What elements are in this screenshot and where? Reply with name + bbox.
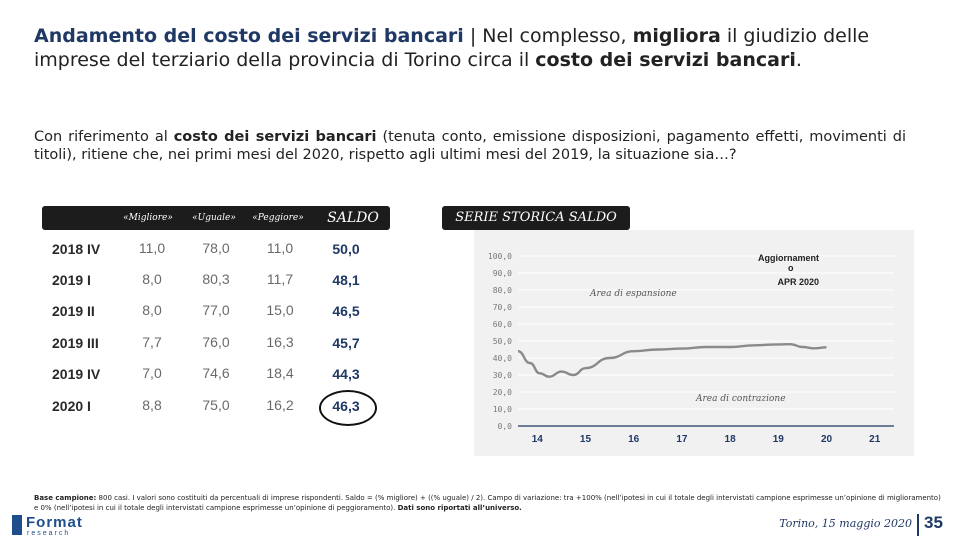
title-end: . xyxy=(795,49,802,71)
cell-migliore: 8,0 xyxy=(142,271,162,287)
footnote-end: Dati sono riportati all’universo. xyxy=(397,504,522,512)
row-period: 2019 II xyxy=(52,303,95,319)
y-tick-label: 60,0 xyxy=(493,320,512,329)
cell-saldo: 48,1 xyxy=(332,272,360,288)
y-tick-label: 50,0 xyxy=(493,337,512,346)
x-tick-label: 17 xyxy=(676,434,688,445)
row-period: 2020 I xyxy=(52,398,91,414)
cell-peggiore: 18,4 xyxy=(266,365,294,381)
title-emph-2: costo dei servizi bancari xyxy=(535,49,796,71)
question-post: (tenuta conto, emissione disposizioni, p… xyxy=(34,129,906,163)
chart-panel xyxy=(474,230,914,456)
cell-migliore: 11,0 xyxy=(138,240,166,256)
cell-peggiore: 11,0 xyxy=(266,240,294,256)
row-period: 2019 I xyxy=(52,272,91,288)
y-tick-label: 80,0 xyxy=(493,286,512,295)
cell-peggiore: 15,0 xyxy=(266,302,294,318)
title-middle: il giudizio delle imprese del terziario … xyxy=(34,25,870,71)
footer-date: Torino, 15 maggio 2020 xyxy=(779,517,912,530)
cell-uguale: 74,6 xyxy=(202,365,230,381)
title-emph-1: migliora xyxy=(632,25,721,47)
cell-saldo: 50,0 xyxy=(332,241,360,257)
cell-peggiore: 11,7 xyxy=(266,271,294,287)
row-period: 2019 III xyxy=(52,335,99,351)
annotation-update-3: APR 2020 xyxy=(777,277,819,287)
series-line-saldo xyxy=(517,342,827,378)
col-header-uguale: «Uguale» xyxy=(192,213,236,223)
y-axis-labels: 100,0 90,0 80,0 70,0 60,0 50,0 40,0 30,0 20,0 10,… xyxy=(488,252,512,431)
cell-migliore: 7,0 xyxy=(142,365,162,381)
y-tick-label: 70,0 xyxy=(493,303,512,312)
highlight-circle xyxy=(319,390,377,426)
survey-question: Con riferimento al costo dei servizi ban… xyxy=(34,128,906,164)
annotation-contraction: Area di contrazione xyxy=(695,394,786,404)
saldo-line-chart: 100,0 90,0 80,0 70,0 60,0 50,0 40,0 30,0 20,0 10,… xyxy=(488,252,894,445)
logo-icon xyxy=(12,515,22,535)
x-axis-labels: 14 15 16 17 18 19 20 21 xyxy=(532,434,881,445)
table-header-bar xyxy=(42,206,390,230)
y-tick-label: 90,0 xyxy=(493,269,512,278)
cell-migliore: 7,7 xyxy=(142,334,162,350)
title-separator: | Nel complesso, xyxy=(463,25,633,47)
cell-saldo: 44,3 xyxy=(332,366,360,382)
row-period: 2018 IV xyxy=(52,241,101,257)
row-period: 2019 IV xyxy=(52,366,101,382)
x-tick-label: 21 xyxy=(869,434,881,445)
col-header-saldo: SALDO xyxy=(327,210,379,226)
x-tick-label: 14 xyxy=(532,434,544,445)
page-divider xyxy=(917,514,919,536)
chart-title: SERIE STORICA SALDO xyxy=(442,206,630,230)
footnote-text: 800 casi. I valori sono costituiti da pe… xyxy=(34,494,941,512)
x-tick-label: 18 xyxy=(725,434,737,445)
cell-uguale: 77,0 xyxy=(202,302,230,318)
question-emph: costo dei servizi bancari xyxy=(173,129,377,145)
cell-migliore: 8,0 xyxy=(142,302,162,318)
cell-uguale: 76,0 xyxy=(202,334,230,350)
cell-uguale: 80,3 xyxy=(202,271,230,287)
cell-uguale: 78,0 xyxy=(202,240,230,256)
page-title: Andamento del costo dei servizi bancari … xyxy=(34,24,934,72)
cell-saldo: 46,5 xyxy=(332,303,360,319)
title-topic: Andamento del costo dei servizi bancari xyxy=(34,25,464,47)
cell-saldo: 45,7 xyxy=(332,335,360,351)
y-tick-label: 10,0 xyxy=(493,405,512,414)
x-tick-label: 16 xyxy=(628,434,640,445)
logo-subtext: research xyxy=(27,530,71,537)
y-tick-label: 40,0 xyxy=(493,354,512,363)
cell-peggiore: 16,2 xyxy=(266,397,294,413)
x-tick-label: 19 xyxy=(773,434,785,445)
footnote-label: Base campione: xyxy=(34,494,97,502)
annotation-update-2: o xyxy=(788,263,794,273)
col-header-migliore: «Migliore» xyxy=(123,213,173,223)
x-tick-label: 15 xyxy=(580,434,592,445)
cell-uguale: 75,0 xyxy=(202,397,230,413)
logo-text: Format xyxy=(26,514,83,531)
question-pre: Con riferimento al xyxy=(34,129,174,145)
y-tick-label: 30,0 xyxy=(493,371,512,380)
y-tick-label: 0,0 xyxy=(498,422,513,431)
page-number: 35 xyxy=(924,513,943,532)
footnote: Base campione: 800 casi. I valori sono c… xyxy=(34,493,944,513)
cell-migliore: 8,8 xyxy=(142,397,162,413)
annotation-expansion: Area di espansione xyxy=(589,289,677,299)
annotation-update-1: Aggiornament xyxy=(758,253,819,263)
x-tick-label: 20 xyxy=(821,434,833,445)
col-header-peggiore: «Peggiore» xyxy=(252,213,304,223)
y-tick-label: 20,0 xyxy=(493,388,512,397)
y-tick-label: 100,0 xyxy=(488,252,512,261)
cell-peggiore: 16,3 xyxy=(266,334,294,350)
